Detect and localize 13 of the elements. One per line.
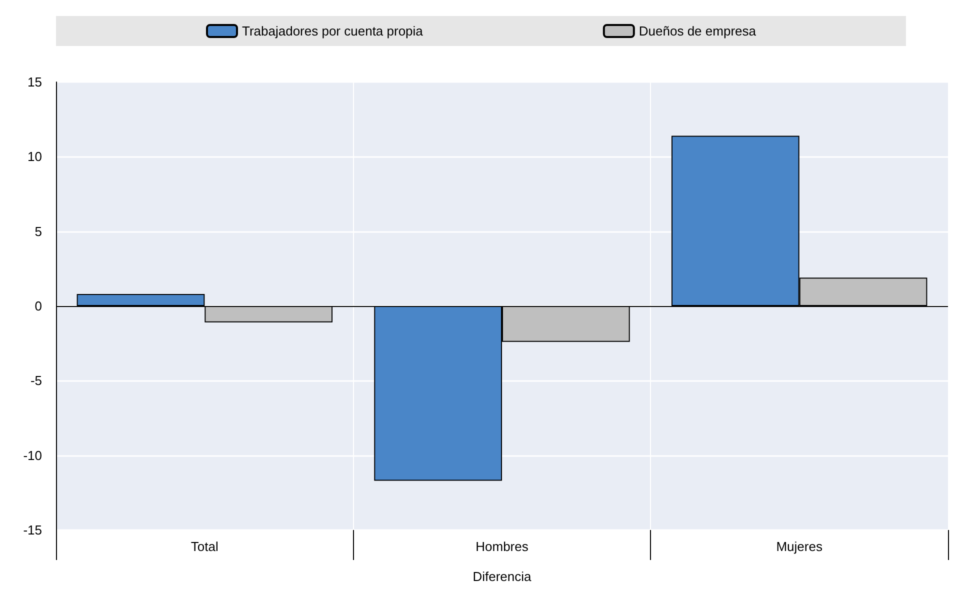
- x-tick-label: Total: [190, 539, 219, 554]
- y-tick-label: 15: [28, 74, 42, 90]
- y-tick-label: 10: [28, 149, 42, 164]
- y-tick-label: 0: [34, 298, 42, 314]
- y-tick-label: -15: [23, 522, 42, 538]
- y-tick-label: 5: [34, 224, 42, 239]
- legend-label: Trabajadores por cuenta propia: [242, 24, 424, 38]
- y-tick-label: -10: [23, 448, 42, 463]
- y-tick-label: -5: [30, 373, 42, 388]
- legend-label: Dueños de empresa: [638, 24, 757, 38]
- x-tick-label: Mujeres: [776, 539, 823, 554]
- x-tick-label: Hombres: [476, 539, 529, 554]
- x-axis-title: Diferencia: [472, 569, 532, 584]
